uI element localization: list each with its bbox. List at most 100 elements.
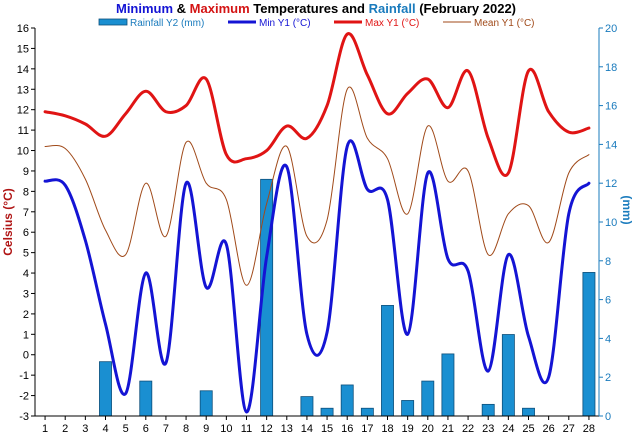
y-left-tick-label: 1 xyxy=(23,329,29,341)
y-left-tick-label: 0 xyxy=(23,350,29,362)
y-axis-right-ticks: 0 2 4 6 8 10 12 14 16 18 20 xyxy=(599,23,617,423)
y-left-tick-label: 6 xyxy=(23,227,29,239)
x-tick-label: 2 xyxy=(62,423,68,435)
legend-item: Min Y1 (°C) xyxy=(228,18,311,29)
y-left-tick-label: -2 xyxy=(19,391,29,403)
title-part: Minimum xyxy=(116,1,173,16)
y-left-tick-label: 5 xyxy=(23,248,29,260)
y-right-tick-label: 2 xyxy=(605,372,611,384)
rainfall-bar xyxy=(300,396,314,417)
y-left-tick-label: 10 xyxy=(17,146,29,158)
y-left-tick-label: -1 xyxy=(19,370,29,382)
legend-item: Rainfall Y2 (mm) xyxy=(98,18,204,29)
title-part: & xyxy=(173,1,190,16)
y-axis-right-title: (mm) xyxy=(620,195,633,224)
x-tick-label: 1 xyxy=(42,423,48,435)
legend-label: Rainfall Y2 (mm) xyxy=(130,18,204,29)
rainfall-bar xyxy=(139,380,153,417)
y-left-tick-label: 9 xyxy=(23,166,29,178)
y-right-tick-label: 8 xyxy=(605,256,611,268)
y-left-tick-label: 12 xyxy=(17,105,29,117)
y-left-tick-label: 2 xyxy=(23,309,29,321)
x-tick-label: 10 xyxy=(220,423,232,435)
x-tick-label: 6 xyxy=(143,423,149,435)
x-tick-label: 3 xyxy=(82,423,88,435)
y-right-tick-label: 0 xyxy=(605,411,611,423)
rainfall-bar xyxy=(522,407,535,417)
y-left-tick-label: 16 xyxy=(17,23,29,35)
x-tick-label: 4 xyxy=(102,423,108,435)
rainfall-bar xyxy=(441,353,455,417)
x-tick-label: 16 xyxy=(341,423,353,435)
x-tick-label: 26 xyxy=(543,423,555,435)
x-tick-label: 17 xyxy=(361,423,373,435)
series-line xyxy=(43,139,591,414)
x-tick-label: 19 xyxy=(402,423,414,435)
x-tick-label: 5 xyxy=(123,423,129,435)
x-axis-ticks: 1 2 3 4 5 6 7 8 9 10 11 12 13 14 15 16 17 18 19 20 21 22 23 24 2… xyxy=(42,416,595,435)
rainfall-bars xyxy=(99,178,596,417)
rainfall-bar xyxy=(99,361,112,417)
legend-swatch xyxy=(98,18,128,26)
y-left-tick-label: 4 xyxy=(23,268,29,280)
title-part: Rainfall xyxy=(369,1,416,16)
title-part: (February 2022) xyxy=(416,1,516,16)
y-left-tick-label: 7 xyxy=(23,207,29,219)
chart-title: Minimum & Maximum Temperatures and Rainf… xyxy=(116,1,516,16)
legend-label: Mean Y1 (°C) xyxy=(474,18,535,29)
legend-label: Max Y1 (°C) xyxy=(365,18,419,29)
y-right-tick-label: 18 xyxy=(605,62,617,74)
rainfall-bar xyxy=(340,384,354,417)
rainfall-bar xyxy=(481,403,495,417)
y-left-tick-label: -3 xyxy=(19,411,29,423)
x-tick-label: 7 xyxy=(163,423,169,435)
y-right-tick-label: 12 xyxy=(605,178,617,190)
x-tick-label: 11 xyxy=(241,423,252,435)
series-line xyxy=(43,32,591,177)
rainfall-bar xyxy=(320,407,334,417)
x-tick-label: 9 xyxy=(203,423,209,435)
legend: Rainfall Y2 (mm) Min Y1 (°C) Max Y1 (°C) Me… xyxy=(98,18,535,29)
legend-item: Mean Y1 (°C) xyxy=(443,18,535,29)
rainfall-bar xyxy=(501,334,515,417)
y-right-tick-label: 4 xyxy=(605,333,611,345)
title-part: Temperatures and xyxy=(250,1,369,16)
title-part: Maximum xyxy=(190,1,250,16)
y-left-tick-label: 14 xyxy=(17,64,29,76)
legend-item: Max Y1 (°C) xyxy=(334,18,419,29)
x-tick-label: 12 xyxy=(261,423,273,435)
x-tick-label: 25 xyxy=(522,423,534,435)
rainfall-bar xyxy=(421,380,435,417)
temperature-lines xyxy=(43,32,591,414)
legend-label: Min Y1 (°C) xyxy=(259,18,311,29)
y-right-tick-label: 6 xyxy=(605,295,611,307)
x-tick-label: 14 xyxy=(301,423,313,435)
y-left-tick-label: 13 xyxy=(17,84,29,96)
rainfall-bar xyxy=(401,400,415,417)
y-left-tick-label: 11 xyxy=(18,125,29,137)
x-tick-label: 23 xyxy=(482,423,494,435)
y-axis-left-title: Celsius (°C) xyxy=(1,188,15,255)
x-tick-label: 22 xyxy=(462,423,474,435)
x-tick-label: 15 xyxy=(321,423,333,435)
x-tick-label: 13 xyxy=(281,423,293,435)
y-right-tick-label: 10 xyxy=(605,217,617,229)
series-line xyxy=(44,86,590,286)
x-tick-label: 21 xyxy=(442,423,454,435)
y-left-tick-label: 3 xyxy=(23,288,29,300)
rainfall-bar xyxy=(360,407,374,417)
y-left-tick-label: 8 xyxy=(23,186,29,198)
rainfall-bar xyxy=(381,305,394,417)
rainfall-bar xyxy=(582,272,596,417)
y-right-tick-label: 16 xyxy=(605,101,617,113)
x-tick-label: 27 xyxy=(563,423,575,435)
y-right-tick-label: 20 xyxy=(605,23,617,35)
y-left-tick-label: 15 xyxy=(17,43,29,55)
y-right-tick-label: 14 xyxy=(605,139,617,151)
x-tick-label: 24 xyxy=(502,423,514,435)
x-tick-label: 28 xyxy=(583,423,595,435)
rainfall-bar xyxy=(199,390,213,417)
x-tick-label: 20 xyxy=(422,423,434,435)
